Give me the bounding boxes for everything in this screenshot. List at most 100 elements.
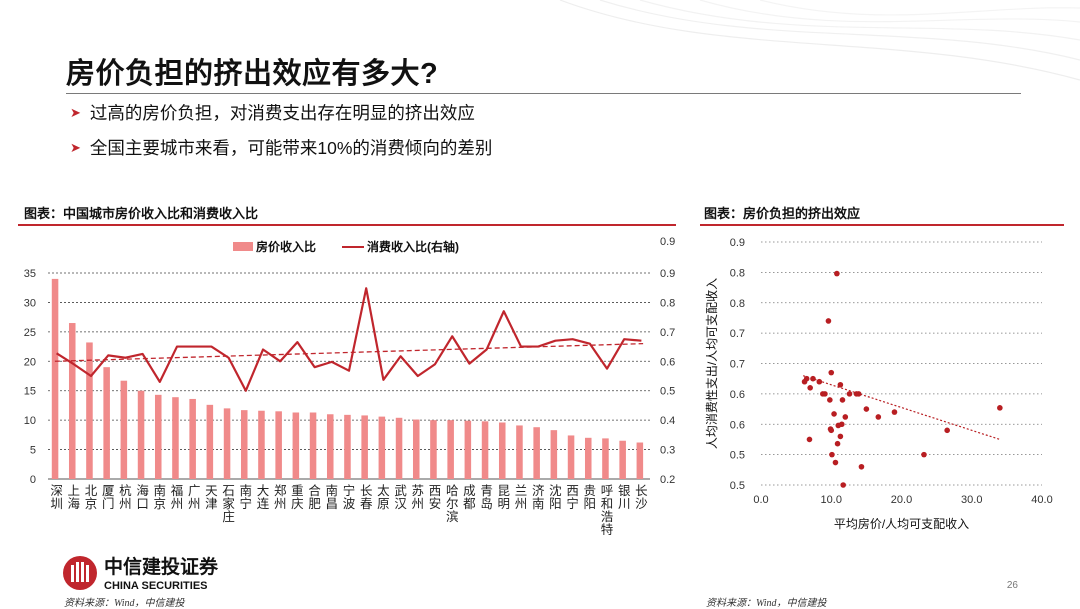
x-axis-tick-label: 20.0 [891,494,912,506]
brand-name-en: CHINA SECURITIES [104,580,208,592]
category-label: 大连 [257,484,270,511]
bar-house-price-ratio [481,421,489,479]
scatter-point [825,318,832,324]
scatter-point [832,459,839,466]
x-axis-tick-label: 10.0 [821,494,842,506]
bar-house-price-ratio [51,278,59,479]
china-securities-logo: 中信建投证券 CHINA SECURITIES [60,553,232,593]
x-axis-title: 平均房价/人均可支配收入 [834,516,969,531]
category-label: 苏州 [412,483,425,511]
arrow-bullet-icon: ➤ [70,140,81,155]
bar-house-price-ratio [120,380,128,479]
left-axis-tick-label: 10 [24,415,36,427]
category-label: 武汉 [394,484,407,511]
bar-house-price-ratio [533,427,540,479]
bar-house-price-ratio [206,404,214,479]
bar-house-price-ratio [567,435,575,479]
bar-house-price-ratio [103,367,110,479]
right-source-note: 资料来源：Wind，中信建投 [706,598,827,609]
legend-label-bar: 房价收入比 [256,239,316,254]
bullet-1: ➤ 过高的房价负担，对消费支出存在明显的挤出效应 [70,100,475,125]
bar-house-price-ratio [86,342,93,479]
logo-mark-icon: 中信建投证券 CHINA SECURITIES [63,555,219,592]
x-axis-tick-label: 30.0 [961,494,982,506]
y-axis-tick-label: 0.5 [730,480,745,492]
trendline [54,342,644,362]
scatter-point [829,451,835,458]
right-axis-tick-label: 0.2 [660,474,675,486]
category-label: 广州 [188,484,201,511]
scatter-point [853,391,860,397]
scatter-point [835,422,842,429]
right-caption-rule [700,224,1064,226]
line-consumption-ratio [56,287,642,392]
scatter-point [997,405,1003,411]
scatter-point [840,482,846,488]
x-axis-tick-label: 0.0 [753,494,768,506]
bar-house-price-ratio [412,419,420,479]
left-chart-caption: 图表：中国城市房价收入比和消费收入比 [24,207,259,222]
page-number: 26 [1006,580,1018,591]
bar-house-price-ratio [636,442,644,479]
category-label: 南京 [154,483,167,511]
y-axis-tick-label: 0.7 [730,359,745,371]
bar-house-price-ratio [378,416,386,479]
bar-house-price-ratio [498,422,506,479]
right-axis-tick-label: 0.3 [660,445,675,457]
category-label: 重庆 [291,483,304,511]
scatter-point [834,270,840,277]
category-label: 石家庄 [222,484,235,524]
y-axis-tick-label: 0.8 [730,298,745,310]
scatter-point [837,433,844,440]
left-axis-tick-label: 20 [24,356,36,368]
scatter-point [921,451,927,458]
category-label: 青岛 [480,484,493,511]
right-axis-tick-label: 0.6 [660,356,675,368]
category-label: 杭州 [119,483,132,511]
scatter-point [827,426,834,432]
category-label: 西安 [429,484,442,511]
left-axis-tick-label: 5 [30,445,36,457]
category-label: 上海 [68,484,81,511]
scatter-point [806,436,813,443]
bar-house-price-ratio [430,420,437,479]
bar-house-price-ratio [516,425,523,479]
category-label: 长沙 [635,484,648,511]
bar-house-price-ratio [447,420,454,479]
right-axis-tick-label: 0.5 [660,386,675,398]
y-axis-title: 人均消费性支出/人均可支配收入 [705,278,719,449]
house-price-consumption-chart: 房价收入比 消费收入比(右轴) 0.9 0 5 10 15 20 25 30 35 0.2 0.3 0.4… [24,236,676,537]
category-label: 福州 [171,483,184,511]
scatter-point [810,375,816,382]
bar-house-price-ratio [584,437,592,479]
scatter-point [863,406,870,412]
bar-house-price-ratio [464,420,472,479]
right-axis-tick-label: 0.9 [660,268,675,280]
bullet-2-text: 全国主要城市来看，可能带来10%的消费倾向的差别 [89,138,493,158]
category-label: 合肥 [308,483,321,511]
category-label: 长春 [360,484,373,511]
bar-house-price-ratio [326,414,334,479]
bar-house-price-ratio [189,398,196,479]
bar-house-price-ratio [395,417,403,479]
category-label: 天津 [205,484,218,511]
right-axis-tick-label: 0.9 [660,236,675,248]
category-label: 贵阳 [584,484,597,511]
category-label: 南昌 [326,483,339,511]
x-axis-tick-label: 40.0 [1031,494,1052,506]
category-label: 海口 [136,483,149,511]
bullet-1-text: 过高的房价负担，对消费支出存在明显的挤出效应 [89,103,475,123]
title-divider [66,93,1021,94]
category-label: 南宁 [240,483,253,511]
y-axis-tick-label: 0.7 [730,328,745,340]
category-label: 西宁 [566,484,579,511]
bar-house-price-ratio [550,430,558,479]
y-axis-tick-label: 0.9 [730,237,745,249]
bar-house-price-ratio [292,412,300,479]
bar-house-price-ratio [223,408,231,479]
category-label: 哈尔滨 [446,484,459,524]
scatter-point [828,369,835,376]
scatter-point [842,414,849,420]
bar-house-price-ratio [68,323,76,479]
brand-name-cn: 中信建投证券 [104,555,219,578]
